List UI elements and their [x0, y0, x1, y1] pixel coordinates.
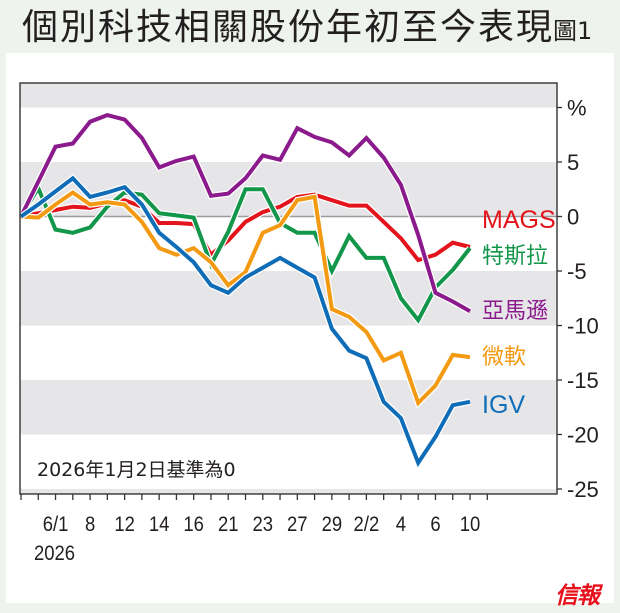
series-label: MAGS — [482, 206, 556, 234]
brand-logo: 信報 — [555, 582, 600, 609]
y-tick-label: -15 — [567, 368, 599, 393]
plot-frame — [19, 82, 558, 495]
y-tick-label: -5 — [567, 259, 587, 284]
x-tick-label: 29 — [322, 513, 343, 536]
x-tick-label: 27 — [287, 513, 308, 536]
x-tick-label: 14 — [149, 513, 170, 536]
series-line-微軟 — [20, 190, 471, 407]
x-tick-label: 6 — [430, 513, 440, 536]
y-tick-label: -25 — [567, 477, 599, 502]
y-axis: % 5 0 -5 -10 -15 -20 -25 — [557, 96, 599, 502]
series-label: 亞馬遜 — [482, 299, 548, 324]
x-tick-label: 6/1 — [43, 513, 69, 536]
x-axis: 6/1 8 12 14 16 21 23 27 29 2/2 4 6 10 — [20, 494, 488, 536]
x-tick-label: 21 — [218, 513, 239, 536]
grid-band — [20, 271, 557, 326]
figure-label: 圖1 — [553, 17, 593, 45]
x-tick-label: 8 — [85, 513, 95, 536]
series-line-特斯拉 — [19, 183, 472, 324]
x-tick-label: 12 — [114, 513, 135, 536]
series-line-亞馬遜 — [19, 113, 471, 314]
grid-band — [20, 489, 557, 494]
series-label: IGV — [482, 391, 525, 419]
y-tick-label: 0 — [567, 205, 579, 230]
x-tick-label: 2/2 — [354, 513, 380, 536]
series-line-IGV — [19, 175, 471, 468]
x-tick-label: 16 — [183, 513, 204, 536]
y-tick-label: -10 — [567, 314, 599, 339]
grid-band — [20, 380, 557, 435]
x-year-label: 2026 — [34, 542, 75, 565]
baseline-note: 2026年1月2日基準為0 — [37, 459, 236, 481]
series-label: 特斯拉 — [482, 244, 548, 269]
series-label: 微軟 — [482, 345, 526, 370]
y-tick-label: -20 — [567, 423, 599, 448]
x-tick-label: 23 — [253, 513, 274, 536]
x-tick-label: 10 — [460, 513, 481, 536]
y-tick-label: % — [567, 96, 587, 121]
chart-panel — [6, 53, 614, 603]
chart-title: 個別科技相關股份年初至今表現 — [22, 7, 555, 48]
x-tick-label: 4 — [396, 513, 406, 536]
y-tick-label: 5 — [567, 150, 579, 175]
grid-band — [20, 83, 557, 108]
series-lines — [18, 111, 473, 470]
